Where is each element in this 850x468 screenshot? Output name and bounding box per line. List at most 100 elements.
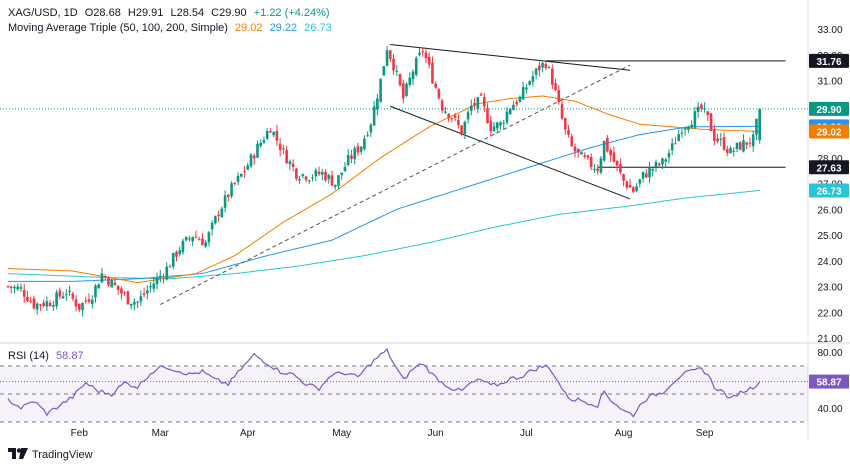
candle-body xyxy=(729,148,732,154)
candle-body xyxy=(693,111,697,128)
candle-body xyxy=(162,276,165,278)
candle-body xyxy=(304,176,308,180)
candle-body xyxy=(457,120,460,126)
month-label: Jun xyxy=(428,428,444,439)
candle-body xyxy=(158,275,162,278)
candle-body xyxy=(619,164,622,173)
candle-body xyxy=(113,282,117,286)
candle-body xyxy=(81,302,84,311)
candle-body xyxy=(385,50,389,66)
candle-body xyxy=(551,68,554,85)
candle-body xyxy=(424,52,428,59)
candle-body xyxy=(453,115,457,118)
moving-averages xyxy=(7,95,760,284)
candle-body xyxy=(418,52,421,56)
candle-body xyxy=(136,301,139,303)
candle-body xyxy=(126,291,130,305)
candle-body xyxy=(337,175,340,186)
candle-body xyxy=(139,296,143,302)
candle-body xyxy=(39,304,42,306)
candle-body xyxy=(107,277,110,286)
candle-body xyxy=(282,148,285,150)
symbol-label[interactable]: XAG/USD, 1D xyxy=(8,7,78,19)
candle-body xyxy=(291,163,295,167)
candle-body xyxy=(489,120,493,132)
candle-body xyxy=(42,302,45,307)
candle-body xyxy=(745,142,749,145)
candle-body xyxy=(45,301,49,307)
candle-body xyxy=(298,178,301,181)
candle-body xyxy=(217,214,220,217)
candle-body xyxy=(570,136,574,147)
candle-body xyxy=(110,279,113,288)
candle-body xyxy=(544,64,548,68)
candle-body xyxy=(706,111,710,116)
candle-body xyxy=(243,171,246,173)
candle-body xyxy=(482,96,486,107)
candle-body xyxy=(152,283,156,289)
candle-body xyxy=(246,165,250,170)
candle-body xyxy=(26,297,29,302)
candle-body xyxy=(320,171,324,175)
price-label-box xyxy=(809,124,849,139)
candle-body xyxy=(363,138,366,150)
candle-body xyxy=(625,181,629,188)
candle-body xyxy=(13,286,16,289)
candle-body xyxy=(742,140,745,152)
candle-body xyxy=(499,122,502,126)
candle-body xyxy=(696,106,700,113)
candle-body xyxy=(628,184,632,188)
candle-body xyxy=(476,97,480,109)
candle-body xyxy=(560,104,564,119)
month-label: Feb xyxy=(71,428,89,439)
price-label-text: 27.63 xyxy=(816,163,841,174)
candle-body xyxy=(84,300,88,302)
price-label-box xyxy=(809,53,849,68)
candle-body xyxy=(333,184,337,187)
candle-body xyxy=(256,143,259,158)
candle-body xyxy=(87,299,91,302)
candle-body xyxy=(670,143,674,151)
tradingview-logo[interactable]: TradingView xyxy=(8,448,93,462)
candle-body xyxy=(677,134,680,141)
month-label: Apr xyxy=(240,428,256,439)
candle-body xyxy=(58,290,62,297)
candle-body xyxy=(71,293,75,299)
candle-body xyxy=(327,175,331,180)
candle-body xyxy=(638,179,642,184)
trendlines xyxy=(160,43,786,305)
ma-indicator-label[interactable]: Moving Average Triple (50, 100, 200, Sim… xyxy=(8,22,228,34)
candle-body xyxy=(654,162,658,167)
price-tick-label: 25.00 xyxy=(817,231,842,242)
close-value: C29.90 xyxy=(211,7,247,19)
candle-body xyxy=(395,71,399,73)
candle-body xyxy=(175,251,178,257)
candle-body xyxy=(414,58,418,75)
candle-body xyxy=(171,252,175,267)
candle-body xyxy=(502,122,506,124)
candle-body xyxy=(687,126,690,130)
candle-body xyxy=(311,177,314,179)
candle-body xyxy=(133,301,136,305)
candle-body xyxy=(346,154,350,166)
candle-body xyxy=(447,113,450,119)
candle-body xyxy=(398,74,402,85)
candle-body xyxy=(622,174,625,181)
trendline-ascending-support xyxy=(160,64,631,305)
rsi-label[interactable]: RSI (14) xyxy=(8,350,49,362)
candle-body xyxy=(149,285,152,288)
candle-body xyxy=(184,236,188,241)
candle-body xyxy=(479,94,483,96)
grid xyxy=(0,0,850,440)
candle-body xyxy=(359,146,363,152)
candle-body xyxy=(74,299,78,307)
rsi-tick-label: 40.00 xyxy=(817,404,842,415)
candle-body xyxy=(732,150,736,152)
price-tick-label: 22.00 xyxy=(817,308,842,319)
price-label-box xyxy=(809,101,849,116)
candle-body xyxy=(317,171,321,175)
candle-body xyxy=(599,158,603,173)
candle-body xyxy=(65,294,68,296)
ma200-value: 26.73 xyxy=(304,22,332,34)
